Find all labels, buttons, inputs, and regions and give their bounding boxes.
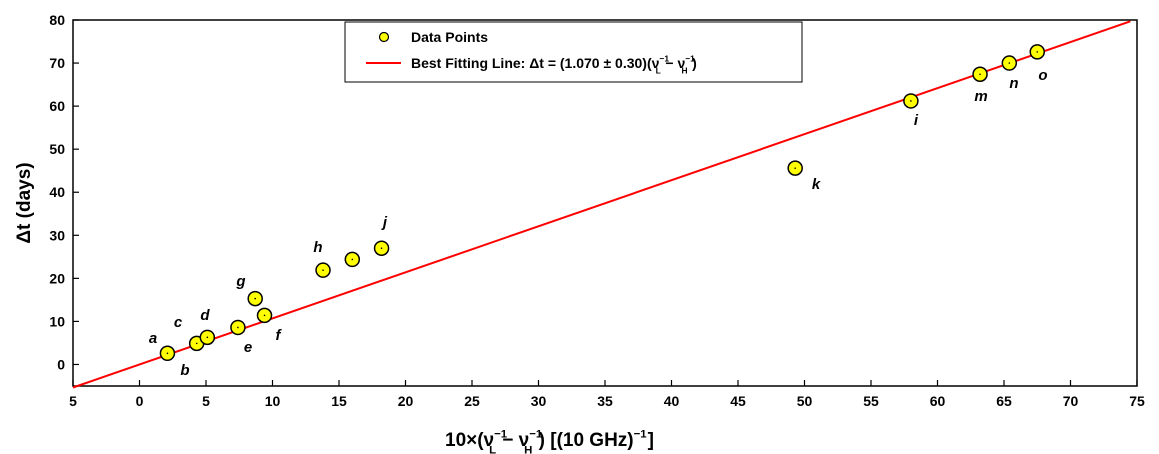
point-center (263, 314, 266, 317)
text-part: Best Fitting Line: Δt = (1.070 ± 0.30)(ν (411, 55, 660, 71)
subscript: L (656, 66, 661, 76)
x-axis-title: 10×(ν−1 L − ν−1 H ) [(10 GHz)−1 ] (445, 428, 654, 454)
point-label: k (812, 176, 821, 193)
y-tick-label: 40 (49, 184, 65, 200)
point-center (195, 342, 198, 345)
x-tick-label: 50 (797, 393, 813, 409)
superscript: −1 (685, 54, 695, 64)
point-label: m (974, 88, 987, 105)
point-label: b (180, 362, 189, 379)
text-part: − ν (497, 430, 529, 451)
point-label: a (149, 330, 157, 347)
legend-marker (378, 31, 390, 43)
point-center (1008, 62, 1011, 64)
y-tick-label: 70 (49, 55, 65, 71)
x-tick-label: 10 (265, 393, 281, 409)
y-tick-label: 10 (49, 313, 65, 329)
x-tick-label: 5 (69, 393, 77, 409)
x-tick-label: 25 (464, 393, 480, 409)
subscript: H (682, 66, 688, 76)
x-tick-label: 15 (331, 393, 347, 409)
x-tick-label: 0 (136, 393, 144, 409)
x-tick-label: 70 (1063, 393, 1079, 409)
x-tick-label: 30 (531, 393, 547, 409)
point-label: n (1009, 75, 1018, 92)
point-label: g (235, 273, 245, 290)
y-tick-label: 30 (49, 227, 65, 243)
point-label: f (276, 327, 283, 344)
y-tick-label: 60 (49, 98, 65, 114)
fit-line (72, 20, 1131, 389)
y-tick-label: 50 (49, 141, 65, 157)
x-tick-label: 75 (1129, 393, 1145, 409)
point-center (380, 247, 383, 250)
legend-label: Data Points (411, 29, 488, 45)
x-tick-label: 35 (597, 393, 613, 409)
superscript: −1 (659, 54, 669, 64)
point-center (322, 269, 324, 271)
point-label: c (174, 314, 183, 331)
text-part: − ν (662, 55, 686, 71)
point-center (237, 326, 239, 329)
point-center (910, 100, 912, 102)
x-tick-label: 45 (730, 393, 746, 409)
legend-label: Best Fitting Line: Δt = (1.070 ± 0.30)(ν… (411, 54, 697, 76)
text-part: ] (648, 430, 654, 451)
superscript: −1 (634, 428, 648, 440)
point-center (1036, 51, 1039, 53)
y-axis-title: Δt (days) (14, 162, 35, 243)
text-part: ) [(10 GHz) (533, 430, 633, 451)
text-part: 10×(ν (445, 430, 494, 451)
point-center (254, 297, 257, 300)
point-center (206, 336, 209, 339)
point-label: j (381, 214, 388, 231)
subscript: L (489, 445, 496, 454)
y-tick-label: 20 (49, 270, 65, 286)
point-label: i (914, 112, 919, 129)
legend-box (344, 21, 803, 83)
x-tick-label: 60 (930, 393, 946, 409)
point-label: e (244, 339, 252, 356)
y-tick-label: 0 (57, 356, 65, 372)
point-center (351, 258, 354, 261)
point-center (979, 73, 981, 76)
subscript: H (524, 445, 532, 454)
text-part: ) (688, 55, 697, 71)
x-tick-label: 55 (863, 393, 879, 409)
point-label: h (313, 239, 322, 256)
y-tick-label: 80 (49, 12, 65, 28)
x-tick-label: 40 (664, 393, 680, 409)
x-tick-label: 65 (996, 393, 1012, 409)
superscript: −1 (529, 428, 543, 440)
x-tick-label: 5 (202, 393, 210, 409)
point-center (166, 352, 169, 355)
point-label: o (1038, 67, 1047, 84)
point-center (794, 167, 796, 169)
x-tick-label: 20 (398, 393, 414, 409)
superscript: −1 (494, 428, 508, 440)
point-label: d (200, 307, 210, 324)
